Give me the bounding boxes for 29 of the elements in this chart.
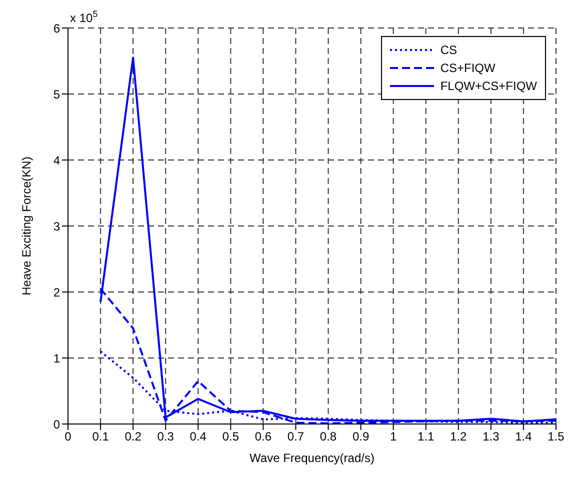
legend-label: FLQW+CS+FIQW	[440, 78, 537, 95]
x-tick-label: 1.1	[418, 430, 435, 444]
x-tick-label: 0.9	[352, 430, 370, 444]
text: x 10$^{5}$	[70, 9, 98, 25]
y-axis-title: Heave Exciting Force(KN)	[19, 156, 34, 296]
legend-label: CS	[440, 42, 457, 59]
x-tick-label: 0.4	[190, 430, 207, 444]
x-axis-title: Wave Frequency(rad/s)	[250, 451, 374, 465]
x-tick-label: 0	[64, 430, 72, 444]
x-tick-label: 1.3	[482, 430, 500, 444]
x-tick-label: 0.5	[222, 430, 240, 444]
y-tick-label: 5	[53, 87, 60, 102]
y-tick-label: 2	[53, 285, 60, 300]
x-tick-label: 0.7	[287, 430, 304, 444]
x-tick-label: 0.2	[124, 430, 142, 444]
y-tick-label: 1	[53, 351, 60, 366]
legend-label: CS+FIQW	[440, 60, 496, 77]
x-tick-label: 0.6	[254, 430, 272, 444]
x-tick-label: 1.2	[450, 430, 468, 444]
x-tick-label: 0.1	[92, 430, 110, 444]
y-tick-label: 3	[53, 219, 60, 234]
y-tick-label: 4	[53, 153, 60, 168]
x-tick-label: 1	[390, 430, 397, 444]
x-tick-label: 0.8	[320, 430, 337, 444]
y-tick-label: 0	[53, 417, 60, 432]
x-tick-label: 0.3	[157, 430, 174, 444]
y-tick-label: 6	[53, 21, 60, 36]
x-tick-label: 1.5	[548, 430, 565, 444]
x-tick-label: 1.4	[515, 430, 532, 444]
